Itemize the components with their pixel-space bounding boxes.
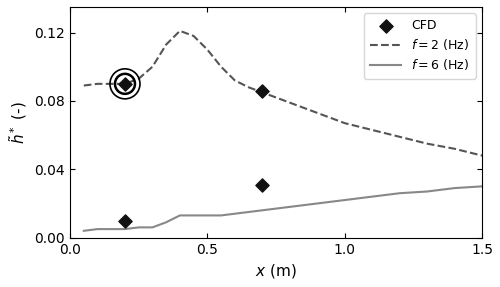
$f = 6$ (Hz)	[424, 190, 430, 193]
$f = 6$ (Hz)	[81, 229, 87, 232]
$f = 6$ (Hz)	[163, 220, 169, 224]
$f = 6$ (Hz)	[190, 214, 196, 217]
$f = 2$ (Hz)	[246, 86, 252, 89]
$f = 2$ (Hz)	[479, 154, 485, 157]
$f = 6$ (Hz)	[246, 210, 252, 214]
$f = 6$ (Hz)	[342, 198, 347, 202]
$f = 6$ (Hz)	[218, 214, 224, 217]
CFD	[258, 88, 266, 93]
CFD	[121, 82, 129, 86]
$f = 2$ (Hz)	[342, 121, 347, 125]
$f = 6$ (Hz)	[108, 227, 114, 231]
$f = 2$ (Hz)	[177, 29, 183, 33]
$f = 6$ (Hz)	[150, 226, 156, 229]
$f = 6$ (Hz)	[260, 209, 266, 212]
$f = 6$ (Hz)	[479, 185, 485, 188]
Y-axis label: $\tilde{h}^*$ (-): $\tilde{h}^*$ (-)	[7, 101, 29, 144]
$f = 6$ (Hz)	[94, 227, 100, 231]
$f = 6$ (Hz)	[177, 214, 183, 217]
$f = 6$ (Hz)	[452, 186, 458, 190]
$f = 6$ (Hz)	[369, 195, 375, 198]
CFD	[258, 182, 266, 187]
Line: $f = 6$ (Hz): $f = 6$ (Hz)	[84, 186, 482, 231]
$f = 2$ (Hz)	[163, 43, 169, 46]
$f = 2$ (Hz)	[424, 142, 430, 146]
$f = 2$ (Hz)	[232, 79, 238, 82]
$f = 6$ (Hz)	[396, 191, 402, 195]
$f = 2$ (Hz)	[287, 101, 293, 104]
$f = 2$ (Hz)	[260, 91, 266, 94]
CFD	[121, 218, 129, 223]
$f = 2$ (Hz)	[94, 82, 100, 86]
$f = 2$ (Hz)	[136, 77, 141, 80]
$f = 2$ (Hz)	[314, 111, 320, 115]
$f = 6$ (Hz)	[232, 212, 238, 216]
$f = 2$ (Hz)	[108, 82, 114, 86]
$f = 2$ (Hz)	[369, 128, 375, 132]
$f = 2$ (Hz)	[396, 135, 402, 139]
Legend: CFD, $f = 2$ (Hz), $f = 6$ (Hz): CFD, $f = 2$ (Hz), $f = 6$ (Hz)	[364, 13, 476, 79]
$f = 2$ (Hz)	[218, 65, 224, 69]
$f = 2$ (Hz)	[81, 84, 87, 87]
$f = 6$ (Hz)	[122, 227, 128, 231]
$f = 2$ (Hz)	[452, 147, 458, 150]
$f = 2$ (Hz)	[150, 65, 156, 69]
$f = 2$ (Hz)	[204, 48, 210, 51]
$f = 6$ (Hz)	[287, 205, 293, 209]
$f = 2$ (Hz)	[122, 82, 128, 86]
Line: $f = 2$ (Hz): $f = 2$ (Hz)	[84, 31, 482, 156]
X-axis label: $x$ (m): $x$ (m)	[255, 262, 297, 280]
$f = 6$ (Hz)	[204, 214, 210, 217]
$f = 2$ (Hz)	[190, 34, 196, 38]
$f = 6$ (Hz)	[314, 202, 320, 205]
$f = 6$ (Hz)	[136, 226, 141, 229]
